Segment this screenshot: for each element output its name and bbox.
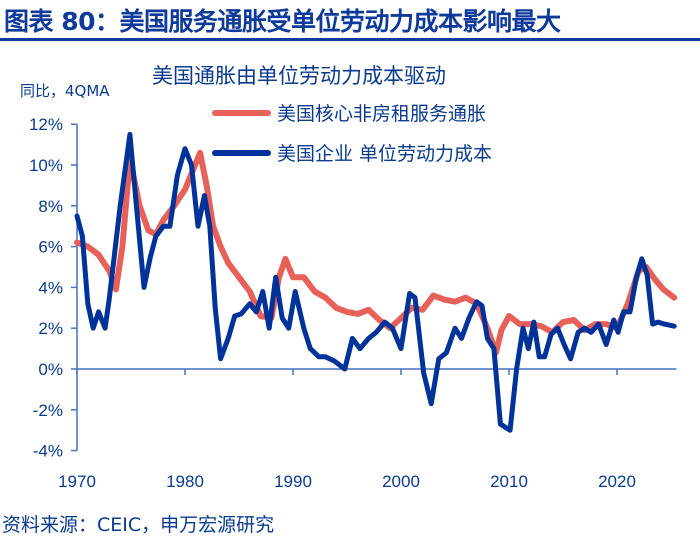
x-tick-label: 1970 bbox=[58, 472, 96, 491]
source-note: 资料来源：CEIC，申万宏源研究 bbox=[2, 514, 275, 536]
legend-label-2: 美国企业 单位劳动力成本 bbox=[277, 143, 492, 165]
title-divider bbox=[0, 38, 700, 41]
y-axis-unit-label: 同比，4QMA bbox=[20, 82, 110, 100]
y-tick-label: -2% bbox=[33, 401, 63, 420]
x-tick-label: 2000 bbox=[382, 472, 420, 491]
y-tick-label: 8% bbox=[38, 197, 63, 216]
y-tick-label: 4% bbox=[38, 278, 63, 297]
y-tick-label: -4% bbox=[33, 442, 63, 461]
series-line-2 bbox=[74, 131, 677, 433]
x-tick-label: 2020 bbox=[598, 472, 636, 491]
y-tick-label: 12% bbox=[29, 115, 63, 134]
y-tick-label: 2% bbox=[38, 319, 63, 338]
figure-title: 图表 80：美国服务通胀受单位劳动力成本影响最大 bbox=[4, 7, 561, 36]
x-tick-label: 1990 bbox=[274, 472, 312, 491]
x-tick-label: 2010 bbox=[490, 472, 528, 491]
series-line-1 bbox=[74, 149, 678, 356]
y-tick-label: 10% bbox=[29, 156, 63, 175]
chart-title: 美国通胀由单位劳动力成本驱动 bbox=[152, 64, 446, 88]
legend-label-1: 美国核心非房租服务通胀 bbox=[277, 103, 486, 125]
y-tick-label: 0% bbox=[38, 360, 63, 379]
x-tick-label: 1980 bbox=[166, 472, 204, 491]
y-tick-label: 6% bbox=[38, 238, 63, 257]
